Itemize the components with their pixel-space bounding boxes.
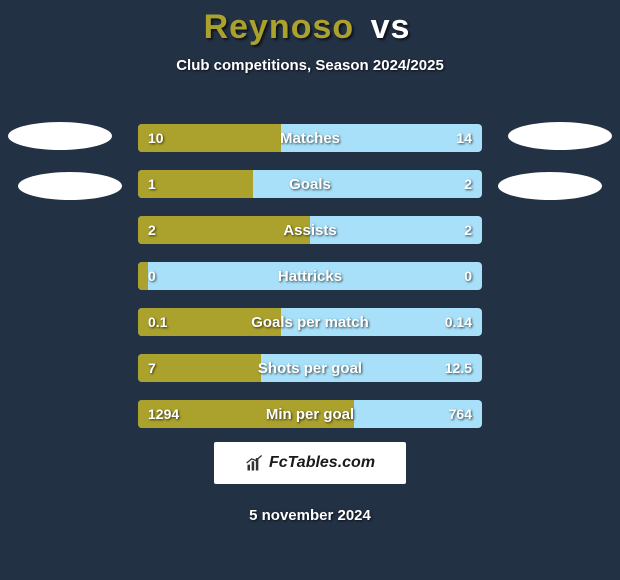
player2-avatar-2 (498, 172, 602, 200)
stat-label: Shots per goal (138, 354, 482, 382)
comparison-title: Reynoso vs (0, 0, 620, 47)
player2-avatar-1 (508, 122, 612, 150)
stat-label: Hattricks (138, 262, 482, 290)
stat-bar-row: 1014Matches (138, 124, 482, 152)
stat-label: Min per goal (138, 400, 482, 428)
stat-bar-row: 712.5Shots per goal (138, 354, 482, 382)
stat-bar-row: 22Assists (138, 216, 482, 244)
stat-bars: 1014Matches 12Goals 22Assists 00Hattricks 0.… (138, 124, 482, 446)
subtitle: Club competitions, Season 2024/2025 (0, 57, 620, 74)
vs-label: vs (371, 8, 411, 46)
player1-name: Reynoso (204, 8, 355, 46)
player1-avatar-1 (8, 122, 112, 150)
date-text: 5 november 2024 (0, 507, 620, 524)
logo-text: FcTables.com (269, 454, 375, 472)
stat-bar-row: 00Hattricks (138, 262, 482, 290)
stat-label: Assists (138, 216, 482, 244)
stat-label: Goals per match (138, 308, 482, 336)
stat-bar-row: 12Goals (138, 170, 482, 198)
stat-bar-row: 1294764Min per goal (138, 400, 482, 428)
chart-icon (245, 453, 265, 473)
fctables-logo: FcTables.com (214, 442, 406, 484)
stat-label: Matches (138, 124, 482, 152)
stat-bar-row: 0.10.14Goals per match (138, 308, 482, 336)
player1-avatar-2 (18, 172, 122, 200)
stat-label: Goals (138, 170, 482, 198)
